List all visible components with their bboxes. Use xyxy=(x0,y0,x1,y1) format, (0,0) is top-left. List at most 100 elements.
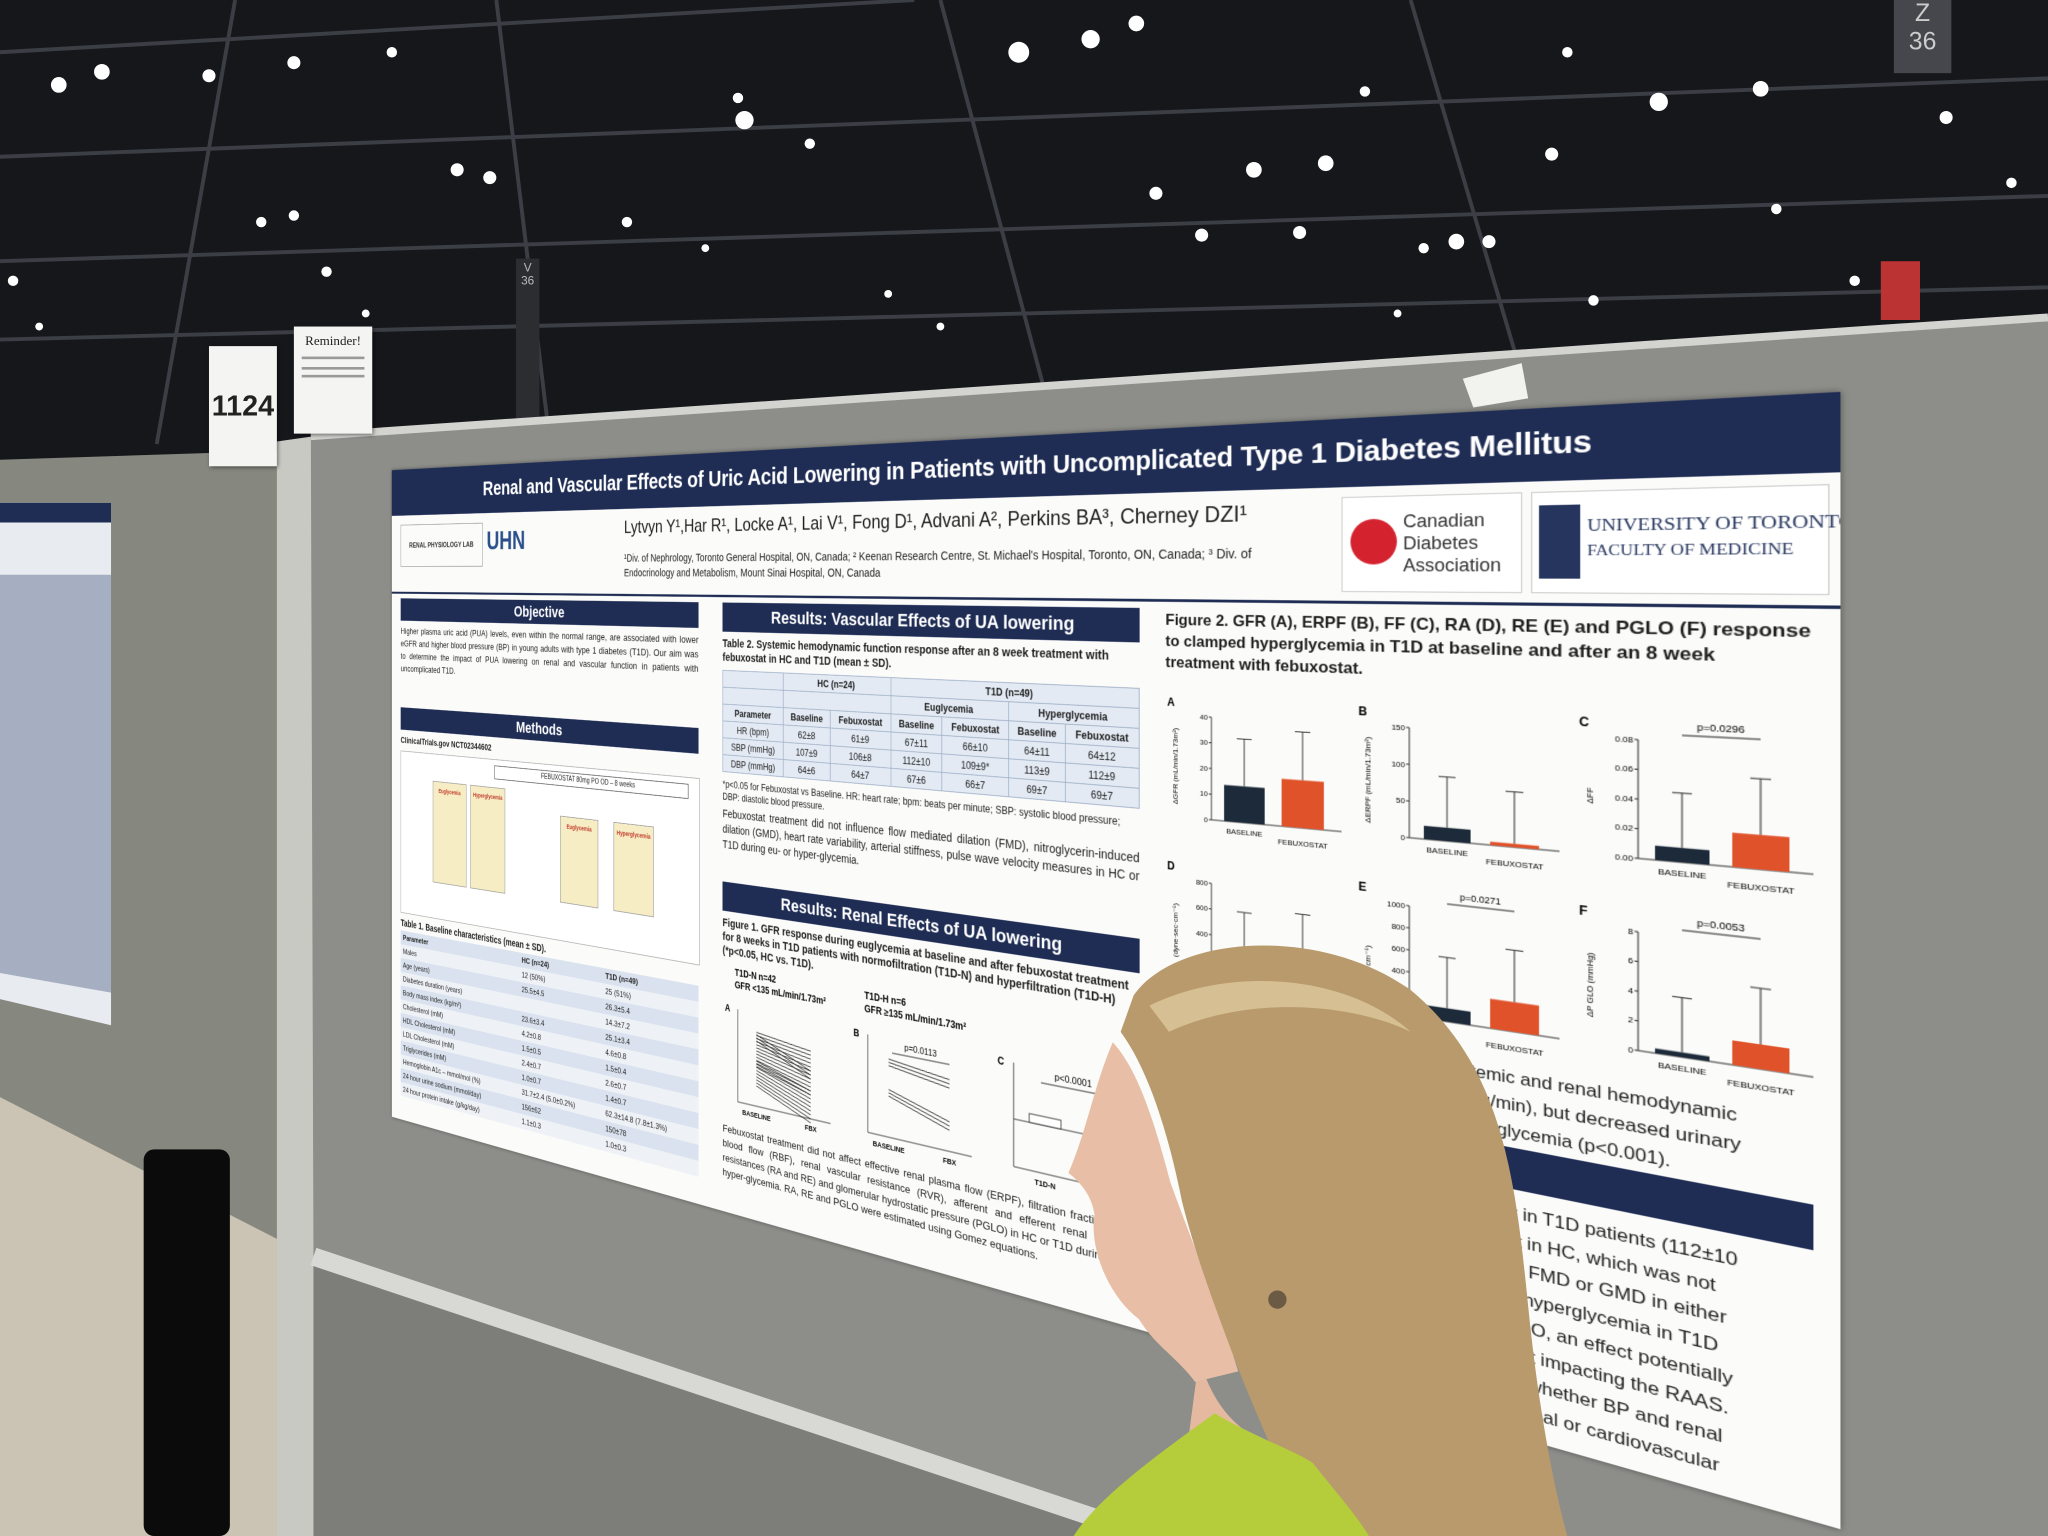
aisle-sign: Z 36 xyxy=(1893,0,1952,74)
light xyxy=(1393,309,1402,318)
y-tick-label: 0.04 xyxy=(1615,793,1635,804)
p-value: p=0.0053 xyxy=(1697,919,1745,936)
panel-letter: E xyxy=(1358,881,1367,894)
light xyxy=(287,56,301,70)
light xyxy=(321,266,332,277)
light xyxy=(483,171,497,185)
category: FBX xyxy=(943,1157,957,1169)
y-tick-label: 4 xyxy=(1628,985,1634,996)
light xyxy=(2006,177,2017,189)
pillar-number: 36 xyxy=(521,274,535,288)
pillar xyxy=(515,258,540,429)
axis-label: cm⁻⁵) xyxy=(1363,944,1372,967)
light xyxy=(732,92,744,104)
y-tick-label: 600 xyxy=(1391,943,1406,954)
category: BASELINE xyxy=(1426,845,1468,858)
light xyxy=(1482,235,1496,249)
light xyxy=(884,289,893,298)
light xyxy=(1849,275,1860,287)
panel-letter: D xyxy=(1167,861,1175,873)
category: BASELINE xyxy=(1658,867,1706,881)
y-tick-label: 2 xyxy=(1628,1015,1634,1026)
y-tick-label: 1000 xyxy=(1387,899,1406,910)
light xyxy=(1149,186,1163,200)
light xyxy=(1195,228,1209,242)
light xyxy=(288,210,300,221)
light xyxy=(1752,80,1769,97)
board-top-edge xyxy=(310,313,2048,441)
board-post xyxy=(276,436,314,1536)
panel-letter: C xyxy=(1579,716,1589,730)
pillar-sign: V 36 xyxy=(519,261,537,287)
pillar-letter: V xyxy=(523,261,532,275)
axis-label: ΔGFR (mL/min/1.73m²) xyxy=(1171,727,1179,805)
light xyxy=(7,275,19,287)
light xyxy=(1771,203,1782,215)
y-tick-label: 40 xyxy=(1200,713,1209,722)
y-tick-label: 0.08 xyxy=(1615,734,1635,745)
face xyxy=(1068,1042,1239,1382)
axis-label: (dyne·sec·cm⁻⁵) xyxy=(1171,902,1179,958)
axis-label: ΔERPF (mL/min/1.73m²) xyxy=(1363,735,1372,823)
far-poster-content xyxy=(0,574,112,993)
y-tick-label: 10 xyxy=(1200,789,1209,798)
y-tick-label: 0 xyxy=(1628,1045,1634,1056)
reminder-line xyxy=(301,367,365,370)
exit-sign xyxy=(1880,261,1920,320)
y-tick-label: 0.02 xyxy=(1615,822,1635,833)
panel-letter: B xyxy=(853,1028,859,1039)
y-tick-label: 800 xyxy=(1196,878,1209,888)
y-tick-label: 30 xyxy=(1200,738,1209,747)
light xyxy=(202,69,216,83)
y-tick-label: 800 xyxy=(1391,922,1406,933)
reminder-line xyxy=(301,374,365,378)
y-tick-label: 0.06 xyxy=(1615,763,1635,774)
light xyxy=(94,64,110,80)
y-tick-label: 0 xyxy=(1401,833,1407,842)
light xyxy=(1562,47,1573,58)
y-tick-label: 8 xyxy=(1628,926,1634,936)
poster: Renal and Vascular Effects of Uric Acid … xyxy=(391,391,1841,1530)
panel-letter: A xyxy=(725,1004,730,1015)
light xyxy=(1317,155,1334,172)
light xyxy=(1359,86,1371,97)
panel-letter: A xyxy=(1167,697,1175,709)
light xyxy=(1448,233,1465,250)
category: BASELINE xyxy=(1226,827,1262,839)
y-tick-label: 400 xyxy=(1196,929,1209,939)
light xyxy=(621,216,633,228)
light xyxy=(1588,295,1599,306)
figure2-panel: FΔP GLO (mmHg)02468BASELINEFEBUXOSTATp=0… xyxy=(1579,905,1820,1098)
light xyxy=(1246,161,1262,178)
y-tick-label: 400 xyxy=(1391,965,1406,976)
reminder-line xyxy=(301,356,365,360)
light xyxy=(256,216,267,228)
light xyxy=(936,322,945,331)
light xyxy=(1128,15,1145,32)
tape xyxy=(1462,363,1529,408)
hair-highlight xyxy=(1149,981,1411,1032)
figure2-panel: Ecm⁻⁵)02004006008001000FEBUXOSTATp=0.027… xyxy=(1358,881,1565,1058)
light xyxy=(361,309,370,318)
scarf xyxy=(1073,1413,1369,1536)
light xyxy=(1939,111,1953,125)
far-poster-header xyxy=(0,502,112,523)
p-value: p=0.0296 xyxy=(1697,723,1745,737)
p-value: p=0.0271 xyxy=(1460,893,1501,909)
light xyxy=(1008,41,1030,63)
light xyxy=(1081,30,1100,49)
reminder-card: Reminder! xyxy=(293,326,373,434)
y-tick-label: 6 xyxy=(1628,956,1634,966)
light xyxy=(1293,225,1307,240)
y-tick-label: 0 xyxy=(1204,815,1209,824)
board-number: 1124 xyxy=(208,346,277,467)
light xyxy=(450,163,464,177)
light xyxy=(386,47,398,58)
aisle-letter: Z xyxy=(1915,0,1931,28)
far-poster xyxy=(0,502,112,1026)
reminder-title: Reminder! xyxy=(305,334,361,349)
earring xyxy=(1268,1290,1287,1309)
